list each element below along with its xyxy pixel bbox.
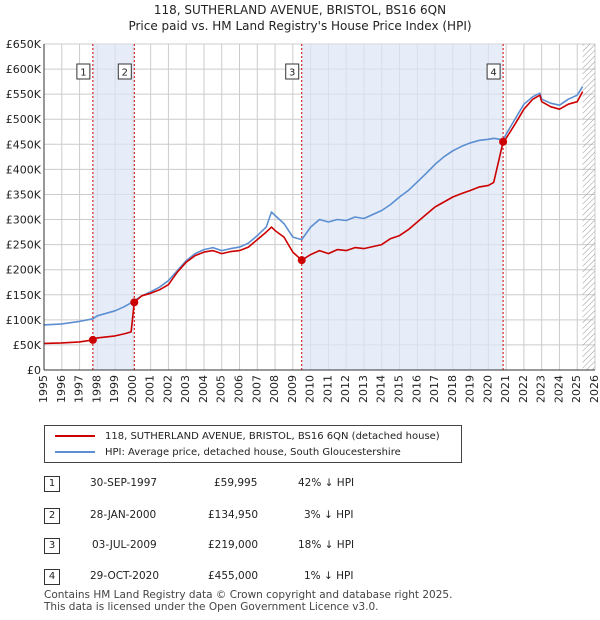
sale-number-badge: 4 [44, 569, 60, 585]
x-tick-label: 2009 [286, 375, 299, 403]
sale-price: £455,000 [208, 570, 259, 582]
x-tick-label: 2016 [410, 375, 423, 403]
x-tick-label: 2006 [233, 375, 246, 403]
sale-number-badge: 1 [44, 476, 60, 492]
sale-number-box [285, 63, 300, 80]
sale-number-box [76, 63, 91, 80]
x-tick-label: 2023 [535, 375, 548, 403]
footer-license: This data is licensed under the Open Gov… [44, 601, 379, 613]
x-tick-label: 2005 [215, 375, 228, 403]
legend-label-property: 118, SUTHERLAND AVENUE, BRISTOL, BS16 6Q… [105, 430, 440, 442]
sale-number-badge: 3 [44, 538, 60, 554]
y-tick-label: £400K [6, 163, 42, 176]
y-tick-label: £250K [6, 239, 42, 252]
x-tick-label: 2026 [588, 375, 600, 403]
sale-date: 28-JAN-2000 [90, 509, 157, 521]
x-tick-label: 2012 [339, 375, 352, 403]
x-tick-label: 2010 [304, 375, 317, 403]
sale-hpi-diff: 3% ↓ HPI [304, 509, 354, 521]
y-tick-label: £150K [6, 289, 42, 302]
table-row: 3 03-JUL-2009 £219,000 18% ↓ HPI [44, 538, 404, 556]
x-tick-label: 2003 [179, 375, 192, 403]
sale-price: £59,995 [214, 477, 258, 489]
legend-swatch-hpi [55, 451, 95, 453]
sale-point [130, 298, 139, 307]
sale-point [499, 137, 508, 146]
ownership-band [301, 44, 504, 370]
legend-swatch-property [55, 435, 95, 437]
y-tick-label: £200K [6, 264, 42, 277]
y-tick-label: £100K [6, 314, 42, 327]
x-tick-label: 2020 [481, 375, 494, 403]
table-row: 2 28-JAN-2000 £134,950 3% ↓ HPI [44, 508, 404, 526]
x-tick-label: 2021 [499, 375, 512, 403]
chart-subtitle: Price paid vs. HM Land Registry's House … [128, 19, 472, 33]
footer: Contains HM Land Registry data © Crown c… [44, 589, 452, 613]
sale-price: £134,950 [208, 509, 259, 521]
x-tick-label: 2002 [161, 375, 174, 403]
price-chart: 1 2 3 4 £0 £50K £100K £150K £200K £250K £300K £350… [6, 38, 600, 403]
x-tick-label: 2025 [570, 375, 583, 403]
sale-number-label: 1 [80, 68, 86, 79]
x-tick-label: 2024 [553, 375, 566, 403]
x-tick-label: 2001 [144, 375, 157, 403]
table-row: 4 29-OCT-2020 £455,000 1% ↓ HPI [44, 569, 404, 587]
x-tick-label: 2007 [250, 375, 263, 403]
hatched-region [582, 44, 595, 370]
chart-title: 118, SUTHERLAND AVENUE, BRISTOL, BS16 6Q… [153, 3, 447, 17]
x-tick-label: 2015 [393, 375, 406, 403]
sale-date: 29-OCT-2020 [90, 570, 159, 582]
x-tick-label: 2019 [464, 375, 477, 403]
sale-number-label: 2 [122, 68, 128, 79]
x-tick-label: 2008 [268, 375, 281, 403]
x-tick-label: 1999 [108, 375, 121, 403]
x-tick-label: 1995 [37, 375, 50, 403]
y-tick-label: £600K [6, 63, 42, 76]
sale-number-label: 4 [490, 68, 496, 79]
ownership-band [92, 44, 135, 370]
y-tick-label: £300K [6, 214, 42, 227]
x-tick-label: 2011 [321, 375, 334, 403]
y-tick-label: £350K [6, 188, 42, 201]
sale-hpi-diff: 42% ↓ HPI [298, 477, 355, 489]
x-tick-label: 2014 [375, 375, 388, 403]
sale-date: 03-JUL-2009 [92, 539, 157, 551]
legend-item-property: 118, SUTHERLAND AVENUE, BRISTOL, BS16 6Q… [55, 428, 440, 444]
sale-hpi-diff: 1% ↓ HPI [304, 570, 354, 582]
y-tick-label: £550K [6, 88, 42, 101]
footer-copyright: Contains HM Land Registry data © Crown c… [44, 589, 453, 601]
x-tick-label: 1997 [73, 375, 86, 403]
x-tick-label: 2013 [357, 375, 370, 403]
sale-hpi-diff: 18% ↓ HPI [298, 539, 355, 551]
sale-number-box [486, 63, 501, 80]
hpi-line [43, 86, 584, 326]
x-tick-label: 2004 [197, 375, 210, 403]
legend-item-hpi: HPI: Average price, detached house, Sout… [55, 444, 401, 460]
sale-number-badge: 2 [44, 508, 60, 524]
x-tick-label: 2018 [446, 375, 459, 403]
legend-label-hpi: HPI: Average price, detached house, Sout… [105, 446, 401, 458]
table-row: 1 30-SEP-1997 £59,995 42% ↓ HPI [44, 476, 404, 494]
x-tick-label: 2017 [428, 375, 441, 403]
sale-number-box [117, 63, 132, 80]
x-tick-label: 2000 [126, 375, 139, 403]
y-tick-label: £500K [6, 113, 42, 126]
x-tick-label: 1996 [55, 375, 68, 403]
x-tick-label: 2022 [517, 375, 530, 403]
y-tick-label: £450K [6, 138, 42, 151]
y-tick-label: £50K [13, 339, 42, 352]
chart-legend: 118, SUTHERLAND AVENUE, BRISTOL, BS16 6Q… [44, 425, 462, 463]
y-tick-label: £650K [6, 38, 42, 51]
y-tick-label: £0 [27, 364, 41, 377]
sale-date: 30-SEP-1997 [90, 477, 158, 489]
sale-point [297, 256, 306, 265]
sale-price: £219,000 [208, 539, 259, 551]
sale-point [88, 335, 97, 344]
sale-number-label: 3 [289, 68, 295, 79]
x-tick-label: 1998 [90, 375, 103, 403]
